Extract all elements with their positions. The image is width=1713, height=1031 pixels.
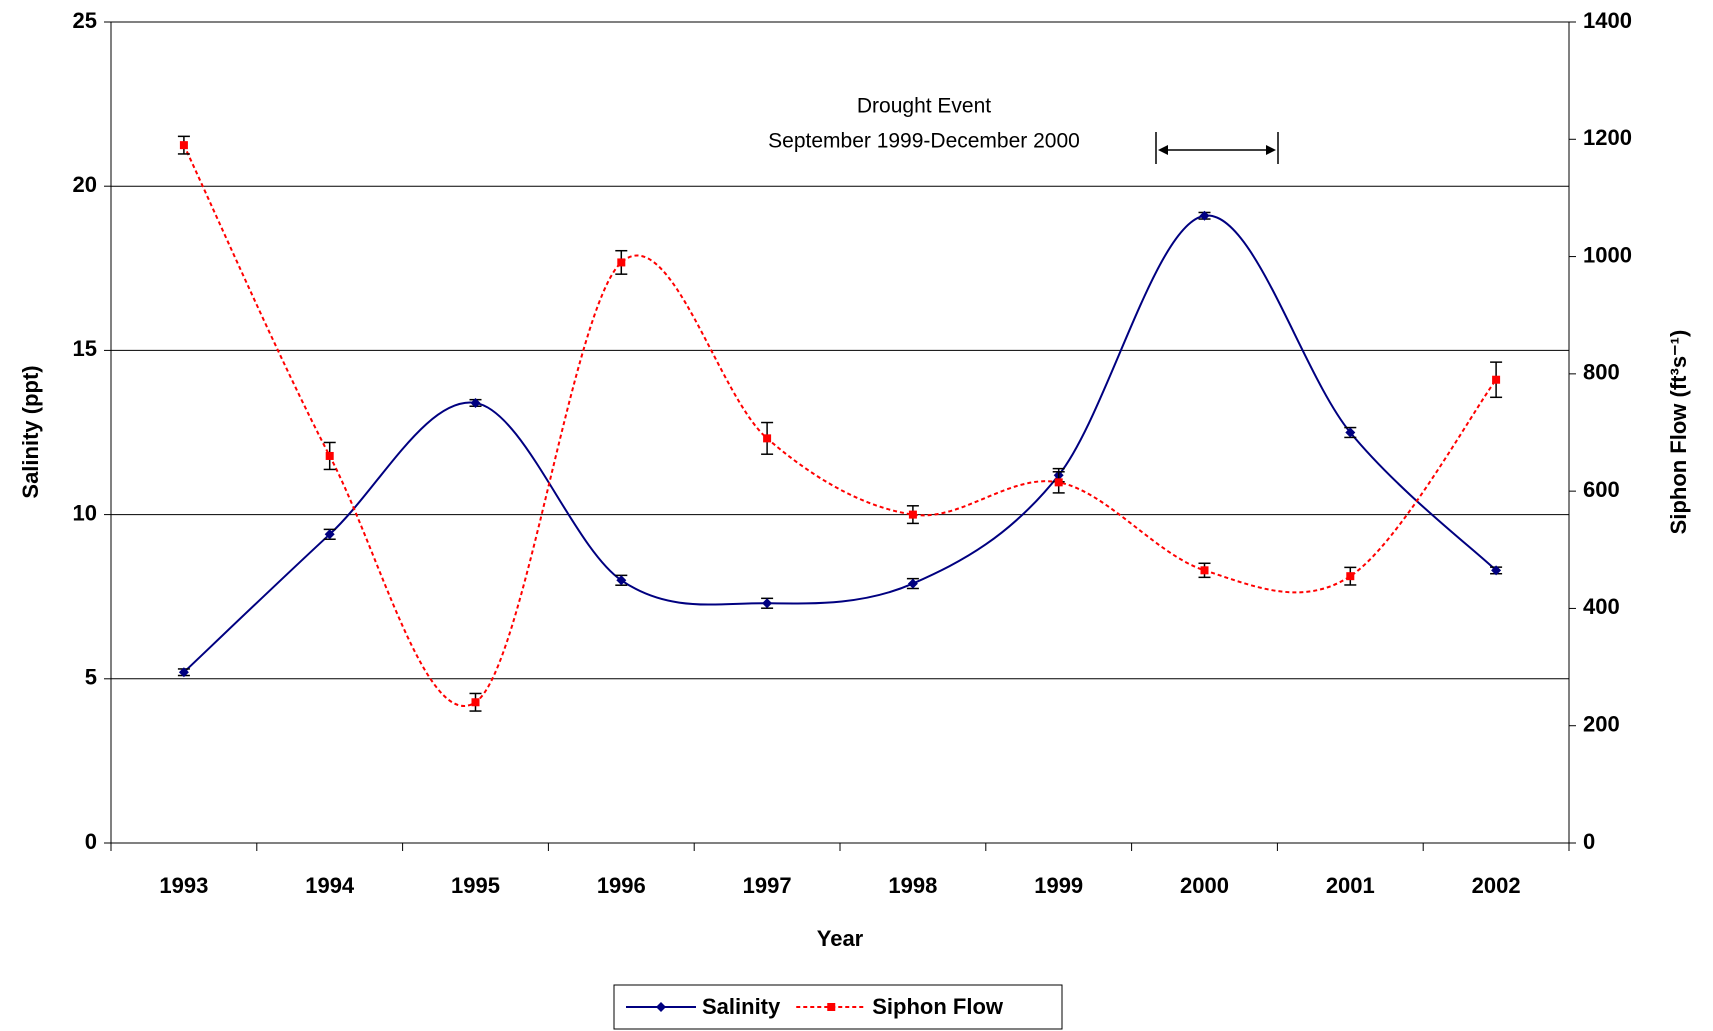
data-point [763, 434, 772, 443]
x-tick-label: 1998 [888, 873, 937, 898]
y2-tick-label: 800 [1583, 360, 1620, 385]
series-line [183, 214, 1497, 673]
data-point [470, 397, 481, 408]
series-line [182, 144, 1497, 707]
data-point [1200, 566, 1209, 575]
data-point [324, 529, 335, 540]
data-point [617, 258, 626, 267]
y-tick-label: 0 [85, 829, 97, 854]
x-tick-label: 1999 [1034, 873, 1083, 898]
y2-tick-label: 600 [1583, 477, 1620, 502]
data-point [1346, 572, 1355, 581]
x-tick-label: 1997 [743, 873, 792, 898]
y-tick-label: 25 [73, 8, 97, 33]
legend-marker [656, 1002, 666, 1012]
y-tick-label: 15 [73, 336, 97, 361]
data-point [762, 598, 773, 609]
legend-marker [827, 1003, 836, 1011]
x-axis-title: Year [817, 926, 864, 951]
data-point [1345, 427, 1356, 438]
data-point [178, 667, 189, 678]
data-point [907, 578, 918, 589]
y2-tick-label: 1400 [1583, 8, 1632, 33]
x-tick-label: 1993 [159, 873, 208, 898]
data-point [1492, 375, 1501, 384]
x-tick-label: 2000 [1180, 873, 1229, 898]
annotation: Drought Event [857, 95, 991, 118]
y2-tick-label: 1000 [1583, 242, 1632, 267]
annotation: September 1999-December 2000 [768, 130, 1080, 153]
y-tick-label: 10 [73, 500, 97, 525]
data-point [179, 141, 188, 150]
data-point [471, 698, 480, 707]
x-tick-label: 2001 [1326, 873, 1375, 898]
x-tick-label: 1994 [305, 873, 355, 898]
x-tick-label: 1995 [451, 873, 500, 898]
y2-tick-label: 200 [1583, 712, 1620, 737]
legend-label: Salinity [702, 994, 781, 1019]
y-axis-title: Salinity (ppt) [18, 365, 43, 498]
y2-tick-label: 0 [1583, 829, 1595, 854]
data-point [616, 575, 627, 586]
y2-axis-title: Siphon Flow (ft³s⁻¹) [1666, 330, 1691, 535]
y-tick-label: 20 [73, 172, 97, 197]
x-tick-label: 1996 [597, 873, 646, 898]
data-point [325, 451, 334, 460]
x-tick-label: 2002 [1472, 873, 1521, 898]
data-point [1491, 565, 1502, 576]
y-tick-label: 5 [85, 665, 97, 690]
data-point [908, 510, 917, 519]
y2-tick-label: 1200 [1583, 125, 1632, 150]
legend-label: Siphon Flow [872, 994, 1004, 1019]
data-point [1199, 210, 1210, 221]
data-point [1054, 478, 1063, 487]
drought-arrow [1155, 132, 1279, 164]
y2-tick-label: 400 [1583, 594, 1620, 619]
